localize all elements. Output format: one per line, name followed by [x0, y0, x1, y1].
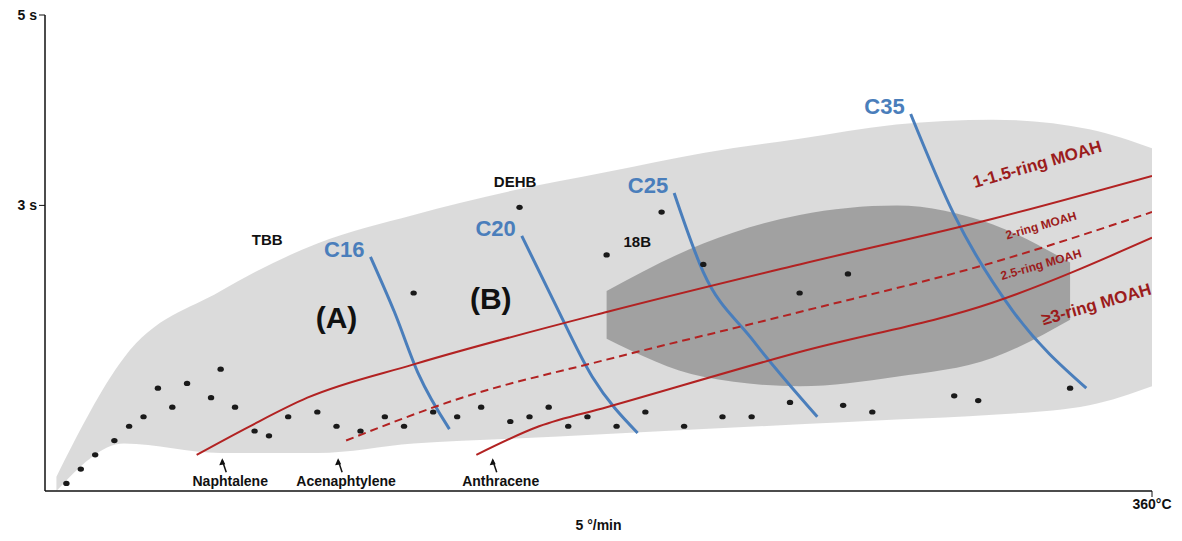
svg-text:2-ring MOAH: 2-ring MOAH: [1004, 209, 1078, 243]
svg-text:(B): (B): [470, 282, 512, 315]
svg-text:Naphtalene: Naphtalene: [193, 473, 269, 489]
svg-text:TBB: TBB: [252, 231, 283, 248]
svg-text:C35: C35: [864, 94, 904, 119]
svg-text:C25: C25: [628, 173, 668, 198]
svg-text:5 °/min: 5 °/min: [575, 517, 621, 533]
svg-text:2.5-ring MOAH: 2.5-ring MOAH: [999, 246, 1083, 282]
svg-text:1-1.5-ring MOAH: 1-1.5-ring MOAH: [971, 137, 1104, 192]
svg-text:Acenaphtylene: Acenaphtylene: [296, 473, 396, 489]
svg-text:C16: C16: [324, 237, 364, 262]
svg-text:3 s: 3 s: [18, 197, 38, 213]
svg-text:5 s: 5 s: [18, 7, 38, 23]
svg-text:C20: C20: [475, 216, 515, 241]
svg-text:≥3-ring MOAH: ≥3-ring MOAH: [1039, 280, 1152, 329]
svg-text:360°C: 360°C: [1132, 496, 1171, 512]
svg-text:Anthracene: Anthracene: [462, 473, 539, 489]
svg-text:DEHB: DEHB: [494, 173, 537, 190]
svg-text:18B: 18B: [623, 233, 651, 250]
svg-text:(A): (A): [316, 301, 358, 334]
